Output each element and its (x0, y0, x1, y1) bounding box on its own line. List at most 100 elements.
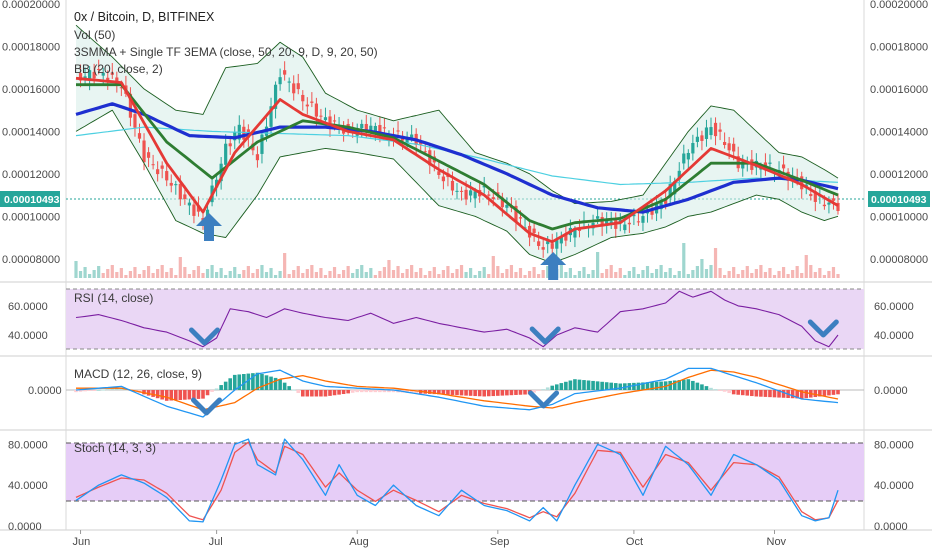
stoch-tick-left: 80.0000 (8, 439, 48, 451)
volume-bar (201, 273, 205, 278)
macd-hist-bar (255, 372, 260, 390)
volume-bar (432, 267, 436, 278)
candle-body (491, 197, 495, 200)
macd-hist-bar (482, 390, 487, 397)
candle-body (464, 189, 468, 200)
macd-hist-bar (595, 381, 600, 390)
macd-hist-bar (310, 390, 314, 397)
candle-body (827, 202, 831, 205)
volume-bar (500, 273, 504, 278)
macd-hist-bar (745, 390, 750, 396)
ema9-line (75, 76, 839, 244)
macd-hist-bar (822, 390, 827, 396)
volume-bar (559, 265, 563, 278)
volume-bar (537, 274, 541, 278)
chart-title[interactable]: 0x / Bitcoin, D, BITFINEX (74, 10, 215, 24)
volume-bar (437, 274, 441, 278)
macd-hist-bar (554, 384, 559, 390)
volume-bar (260, 265, 264, 278)
candle-body (836, 202, 840, 211)
macd-hist-bar (192, 390, 196, 400)
macd-hist-bar (437, 390, 441, 395)
candle-body (700, 135, 704, 141)
candle-body (596, 216, 600, 219)
candle-body (142, 140, 146, 163)
macd-histogram (74, 372, 840, 401)
macd-hist-bar (759, 390, 763, 397)
candle-body (473, 191, 477, 199)
macd-hist-bar (709, 387, 713, 390)
volume-bar (777, 271, 781, 278)
macd-hist-bar (577, 379, 582, 390)
macd-hist-bar (668, 380, 672, 390)
volume-bar (364, 272, 368, 278)
volume-bar (527, 271, 532, 278)
macd-hist-bar (183, 390, 187, 400)
candle-body (450, 180, 455, 191)
candle-body (627, 222, 631, 225)
volume-bar (373, 275, 377, 278)
macd-hist-bar (545, 387, 550, 390)
volume-bar (768, 268, 772, 278)
candle-body (441, 176, 445, 182)
candle-body (137, 133, 142, 139)
candle-body (410, 134, 414, 138)
volume-bar (518, 268, 523, 278)
volume-bar (691, 270, 695, 278)
volume-bar (491, 256, 495, 278)
vol-legend[interactable]: Vol (50) (74, 28, 115, 42)
ema-legend[interactable]: 3SMMA + Single TF 3EMA (close, 50, 20, 9… (74, 45, 378, 59)
candle-body (119, 87, 123, 89)
candle-body (146, 152, 151, 158)
volume-bar (718, 268, 722, 278)
volume-bar (532, 267, 536, 278)
candle-body (269, 106, 273, 127)
bb-legend[interactable]: BB (20, close, 2) (74, 62, 163, 76)
volume-bar (78, 271, 83, 278)
candle-body (224, 143, 228, 165)
macd-hist-bar (781, 390, 786, 398)
macd-hist-bar (169, 390, 174, 401)
volume-bar (754, 269, 758, 278)
volume-bar (332, 267, 337, 278)
macd-hist-bar (795, 390, 799, 399)
volume-bar (573, 275, 577, 278)
macd-hist-bar (654, 381, 659, 390)
candle-body (718, 129, 722, 132)
ema20-line (76, 83, 839, 231)
macd-hist-bar (827, 390, 831, 396)
macd-hist-bar (604, 382, 609, 390)
volume-bar (459, 265, 464, 278)
stoch-tick-left: 40.0000 (8, 480, 48, 492)
volume-bar (346, 266, 350, 278)
macd-hist-bar (681, 379, 686, 390)
candle-body (781, 164, 786, 169)
volume-bar (645, 266, 650, 278)
macd-hist-bar (718, 390, 722, 391)
macd-hist-bar (645, 382, 650, 390)
volume-bar (541, 270, 545, 278)
volume-bar (251, 273, 255, 278)
rsi-tick-right: 40.0000 (874, 330, 914, 342)
macd-hist-bar (242, 374, 246, 390)
macd-tick-right: 0.0000 (874, 385, 908, 397)
macd-legend[interactable]: MACD (12, 26, close, 9) (74, 367, 202, 381)
volume-bar (178, 257, 182, 278)
volume-bar (514, 272, 518, 278)
macd-hist-bar (228, 378, 233, 390)
candle-body (564, 233, 568, 241)
macd-hist-bar (355, 390, 360, 393)
y-ticks: 0.00008000 0.00008000 0.00010000 0.00010000… (2, 0, 928, 533)
rsi-legend[interactable]: RSI (14, close) (74, 291, 153, 305)
macd-hist-bar (473, 390, 477, 397)
arrow-up-icon (540, 252, 567, 280)
candle-body (623, 224, 627, 231)
candle-body (727, 143, 731, 151)
candle-body (151, 164, 155, 166)
macd-hist-bar (359, 390, 364, 393)
x-tick-label: Jun (73, 536, 91, 548)
stoch-legend[interactable]: Stoch (14, 3, 3) (74, 441, 156, 455)
y-tick-left: 0.00020000 (2, 0, 60, 11)
candle-body (283, 70, 287, 75)
